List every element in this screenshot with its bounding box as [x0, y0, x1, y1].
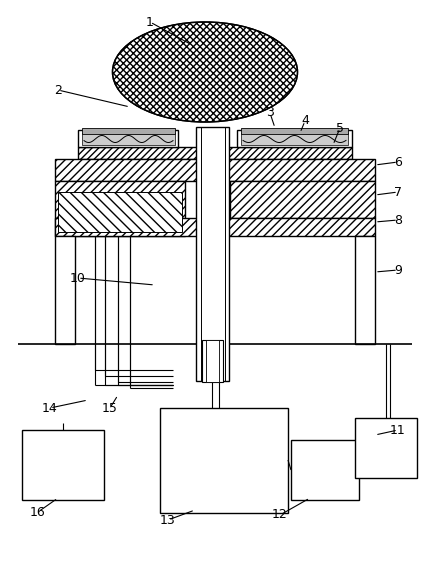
- Bar: [55, 236, 75, 344]
- Text: 8: 8: [394, 214, 402, 227]
- Text: 1: 1: [146, 15, 154, 29]
- Bar: [58, 192, 182, 232]
- Text: 13: 13: [160, 514, 176, 526]
- Text: 9: 9: [394, 263, 402, 277]
- Text: 6: 6: [394, 156, 402, 169]
- Bar: [230, 181, 375, 218]
- Bar: [55, 159, 375, 181]
- Text: 16: 16: [30, 506, 46, 518]
- Text: 3: 3: [266, 107, 274, 119]
- Bar: [55, 181, 185, 236]
- Text: 12: 12: [272, 509, 288, 522]
- Bar: [241, 133, 348, 145]
- Bar: [241, 128, 348, 134]
- Text: 5: 5: [336, 122, 344, 134]
- Text: 2: 2: [54, 83, 62, 96]
- Bar: [291, 440, 359, 500]
- Bar: [160, 408, 288, 513]
- Bar: [206, 340, 219, 382]
- Text: 11: 11: [390, 424, 406, 436]
- Bar: [237, 130, 352, 147]
- Bar: [82, 128, 175, 134]
- Text: 14: 14: [42, 401, 58, 414]
- Bar: [22, 430, 104, 500]
- Bar: [196, 127, 229, 381]
- Text: 4: 4: [301, 114, 309, 127]
- Text: 15: 15: [102, 401, 118, 414]
- Bar: [355, 236, 375, 344]
- Bar: [202, 340, 223, 382]
- Text: 7: 7: [394, 185, 402, 199]
- Bar: [78, 147, 352, 159]
- Text: 10: 10: [70, 272, 86, 285]
- Bar: [82, 133, 175, 145]
- Ellipse shape: [113, 22, 298, 122]
- Bar: [355, 418, 417, 478]
- Bar: [55, 218, 375, 236]
- Bar: [78, 130, 178, 147]
